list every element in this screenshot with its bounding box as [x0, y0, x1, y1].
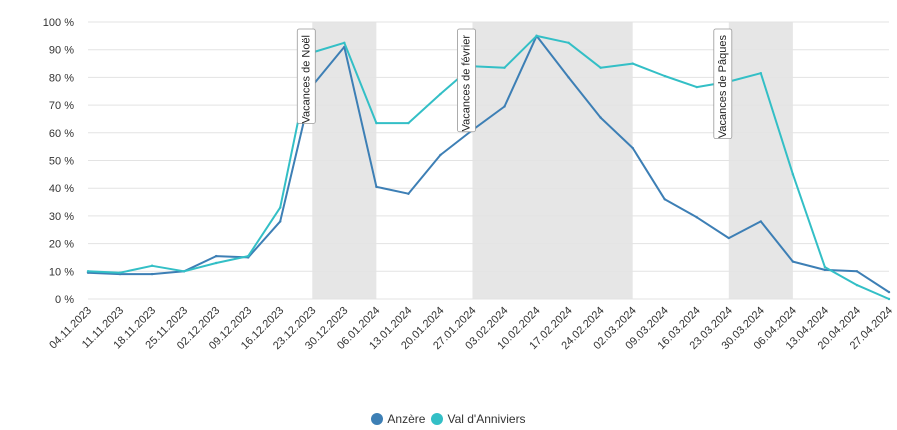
y-tick-label: 80 %	[49, 72, 74, 84]
data-point	[503, 66, 506, 69]
data-point	[118, 271, 122, 274]
data-point	[887, 297, 891, 301]
data-point	[695, 216, 698, 219]
series-line-val-d-anniviers	[87, 34, 890, 300]
holiday-band-label-box	[457, 28, 476, 133]
legend-marker-val-d-anniviers	[431, 413, 444, 425]
holiday-band-label-box	[713, 28, 733, 140]
data-point	[855, 270, 859, 273]
data-point	[791, 260, 795, 263]
y-tick-label: 0 %	[55, 294, 74, 306]
y-axis-ticks: 0 % 10 % 20 % 30 % 40 % 50 % 60 % 70 % 80 % 90 % 1…	[43, 17, 74, 306]
data-point	[631, 146, 634, 150]
data-point	[407, 121, 410, 125]
data-point	[599, 116, 602, 119]
svg-text:Vacances de Noël: Vacances de Noël	[300, 35, 312, 123]
data-point	[182, 270, 186, 273]
data-point	[375, 121, 378, 125]
svg-text:Vacances de Pâques: Vacances de Pâques	[717, 35, 729, 139]
data-point	[759, 220, 763, 223]
data-point	[567, 41, 570, 44]
data-point	[535, 34, 538, 38]
y-tick-label: 10 %	[49, 266, 74, 278]
data-point	[214, 254, 218, 258]
data-point	[759, 72, 763, 75]
data-point	[439, 153, 442, 157]
legend: Anzère Val d'Anniviers	[0, 412, 897, 426]
data-point	[279, 220, 282, 223]
legend-label-anzere: Anzère	[387, 412, 426, 426]
legend-label-val-d-anniviers: Val d'Anniviers	[447, 412, 526, 426]
data-point	[214, 261, 218, 265]
grid-lines	[88, 21, 889, 300]
data-point	[150, 272, 154, 276]
data-point	[567, 76, 570, 79]
holiday-band-labels: Vacances de Noël Vacances de février Vacan…	[296, 28, 733, 140]
y-tick-label: 20 %	[49, 239, 74, 251]
holiday-band-label: Vacances de Noël	[296, 28, 316, 124]
legend-item-val-d-anniviers[interactable]: Val d'Anniviers	[431, 412, 526, 426]
data-point	[887, 290, 891, 294]
data-point	[663, 198, 666, 201]
y-tick-label: 30 %	[49, 211, 74, 223]
data-point	[695, 85, 698, 89]
y-tick-label: 50 %	[49, 156, 74, 168]
data-point	[855, 283, 859, 287]
data-point	[823, 268, 827, 272]
legend-item-anzere[interactable]: Anzère	[371, 412, 425, 426]
data-point	[727, 236, 730, 240]
data-point	[823, 265, 827, 269]
y-tick-label: 100 %	[43, 17, 74, 29]
holiday-band-label-box	[296, 28, 316, 124]
y-tick-label: 60 %	[49, 128, 74, 140]
holiday-band-label: Vacances de février	[457, 28, 476, 133]
data-point	[86, 270, 90, 273]
legend-marker-anzere	[371, 413, 384, 425]
y-tick-label: 90 %	[49, 45, 74, 57]
line-chart: 0 % 10 % 20 % 30 % 40 % 50 % 60 % 70 % 80 % 90 % 1…	[43, 17, 895, 352]
data-point	[599, 66, 602, 69]
data-point	[791, 173, 795, 176]
data-point	[247, 254, 250, 258]
data-point	[439, 92, 442, 96]
y-tick-label: 40 %	[49, 183, 74, 195]
data-point	[279, 206, 282, 209]
data-point	[631, 62, 634, 65]
data-point	[375, 185, 378, 189]
data-point	[407, 192, 410, 195]
y-tick-label: 70 %	[49, 100, 74, 112]
x-axis-ticks: 04.11.202311.11.202318.11.202325.11.2023…	[47, 305, 895, 352]
data-point	[343, 41, 346, 44]
series-line-anzere	[87, 34, 890, 294]
data-point	[503, 105, 506, 108]
svg-text:Vacances de février: Vacances de février	[460, 35, 472, 132]
holiday-band-label: Vacances de Pâques	[713, 28, 733, 140]
data-point	[663, 74, 666, 78]
data-point	[150, 264, 154, 267]
